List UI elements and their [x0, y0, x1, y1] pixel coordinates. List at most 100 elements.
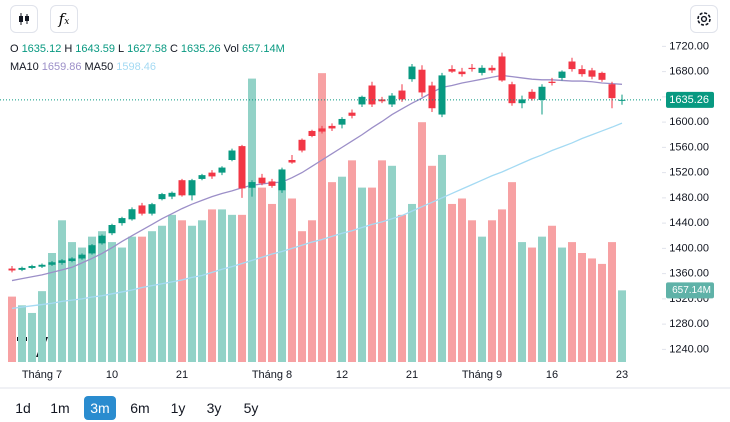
- volume-bar: [18, 305, 26, 362]
- y-tick-label: 1720.00: [669, 40, 709, 52]
- candle-body: [118, 218, 126, 224]
- range-button[interactable]: 3m: [84, 396, 116, 420]
- candle-body: [498, 56, 506, 81]
- volume-bar: [308, 220, 316, 362]
- chart-type-button[interactable]: [10, 5, 38, 33]
- last-price-label: 1635.26: [669, 94, 709, 106]
- volume-bar: [348, 160, 356, 362]
- volume-bar: [178, 220, 186, 362]
- legend-value: 1643.59: [75, 43, 116, 55]
- volume-bar: [338, 176, 346, 362]
- volume-bar: [358, 187, 366, 362]
- x-tick-label: Tháng 9: [462, 369, 502, 381]
- candle-body: [228, 150, 236, 160]
- candle-body: [68, 258, 76, 261]
- volume-bar: [8, 296, 16, 362]
- volume-bar: [318, 73, 326, 363]
- candle-body: [588, 70, 596, 77]
- legend-key: Vol: [223, 43, 239, 55]
- legend-value: 1635.26: [180, 43, 221, 55]
- volume-bar: [518, 242, 526, 362]
- legend-key: MA50: [84, 61, 114, 73]
- range-button[interactable]: 1y: [170, 400, 186, 416]
- x-tick-label: 10: [106, 369, 118, 381]
- range-button[interactable]: 1d: [15, 400, 31, 416]
- x-tick-label: Tháng 8: [252, 369, 292, 381]
- volume-bar: [28, 312, 36, 362]
- range-button[interactable]: 6m: [130, 400, 150, 416]
- candle-body: [358, 96, 366, 105]
- volume-bar: [368, 187, 376, 362]
- volume-bar: [288, 198, 296, 362]
- volume-bar: [588, 258, 596, 362]
- candle-body: [158, 194, 166, 200]
- volume-bar: [458, 198, 466, 362]
- y-tick-label: 1440.00: [669, 217, 709, 229]
- volume-bar: [608, 242, 616, 362]
- volume-bar: [298, 231, 306, 362]
- volume-bar: [228, 214, 236, 362]
- ma-row: MA10 1659.86 MA50 1598.46: [10, 58, 288, 76]
- candle-body: [198, 175, 206, 179]
- x-tick-label: 12: [336, 369, 348, 381]
- candle-body: [368, 85, 376, 105]
- legend-key: MA10: [10, 61, 39, 73]
- volume-bar: [398, 214, 406, 362]
- candle-body: [288, 159, 296, 163]
- volume-bar: [618, 290, 626, 362]
- volume-bar: [188, 225, 196, 362]
- candle-body: [138, 205, 146, 214]
- volume-bar: [278, 182, 286, 362]
- legend-value: 1598.46: [116, 61, 157, 73]
- candle-body: [168, 192, 176, 197]
- volume-bar: [558, 247, 566, 362]
- candle-body: [618, 99, 626, 101]
- volume-bar: [388, 165, 396, 362]
- volume-bar: [88, 236, 96, 362]
- candle-body: [218, 167, 226, 173]
- candle-body: [548, 81, 556, 83]
- legend-value: 657.14M: [241, 43, 285, 55]
- volume-bar: [198, 220, 206, 362]
- volume-bar: [238, 214, 246, 362]
- volume-bar: [58, 220, 66, 362]
- range-button[interactable]: 5y: [243, 400, 259, 416]
- candle-body: [598, 72, 606, 80]
- candle-body: [388, 95, 396, 105]
- candle-body: [378, 99, 386, 102]
- y-tick-label: 1240.00: [669, 343, 709, 355]
- volume-bar: [488, 220, 496, 362]
- legend-value: 1659.86: [41, 61, 82, 73]
- range-button[interactable]: 3y: [206, 400, 222, 416]
- candle-body: [258, 177, 266, 184]
- y-tick-label: 1680.00: [669, 66, 709, 78]
- settings-button[interactable]: [690, 5, 718, 33]
- candle-body: [398, 90, 406, 100]
- y-tick-label: 1480.00: [669, 192, 709, 204]
- range-button[interactable]: 1m: [50, 400, 70, 416]
- volume-bar: [268, 203, 276, 362]
- tv-logo: [17, 337, 48, 357]
- y-tick-label: 1320.00: [669, 293, 709, 305]
- x-tick-label: 21: [406, 369, 418, 381]
- volume-bar: [578, 253, 586, 362]
- volume-bar: [438, 154, 446, 362]
- candle-body: [88, 245, 96, 254]
- x-tick-label: Tháng 7: [22, 369, 62, 381]
- volume-bar: [148, 231, 156, 362]
- x-tick-label: 16: [546, 369, 558, 381]
- volume-badge: [666, 282, 714, 299]
- candle-body: [178, 180, 186, 196]
- legend-value: 1627.58: [127, 43, 167, 55]
- ma-line: [11, 74, 623, 282]
- icon: [697, 12, 711, 26]
- indicators-button[interactable]: fx: [50, 5, 78, 33]
- volume-bar: [548, 225, 556, 362]
- candle-body: [268, 181, 276, 186]
- volume-bar: [258, 187, 266, 362]
- candle-body: [528, 91, 536, 99]
- volume-label: 657.14M: [672, 285, 711, 296]
- candle-body: [278, 169, 286, 191]
- candle-body: [98, 235, 106, 244]
